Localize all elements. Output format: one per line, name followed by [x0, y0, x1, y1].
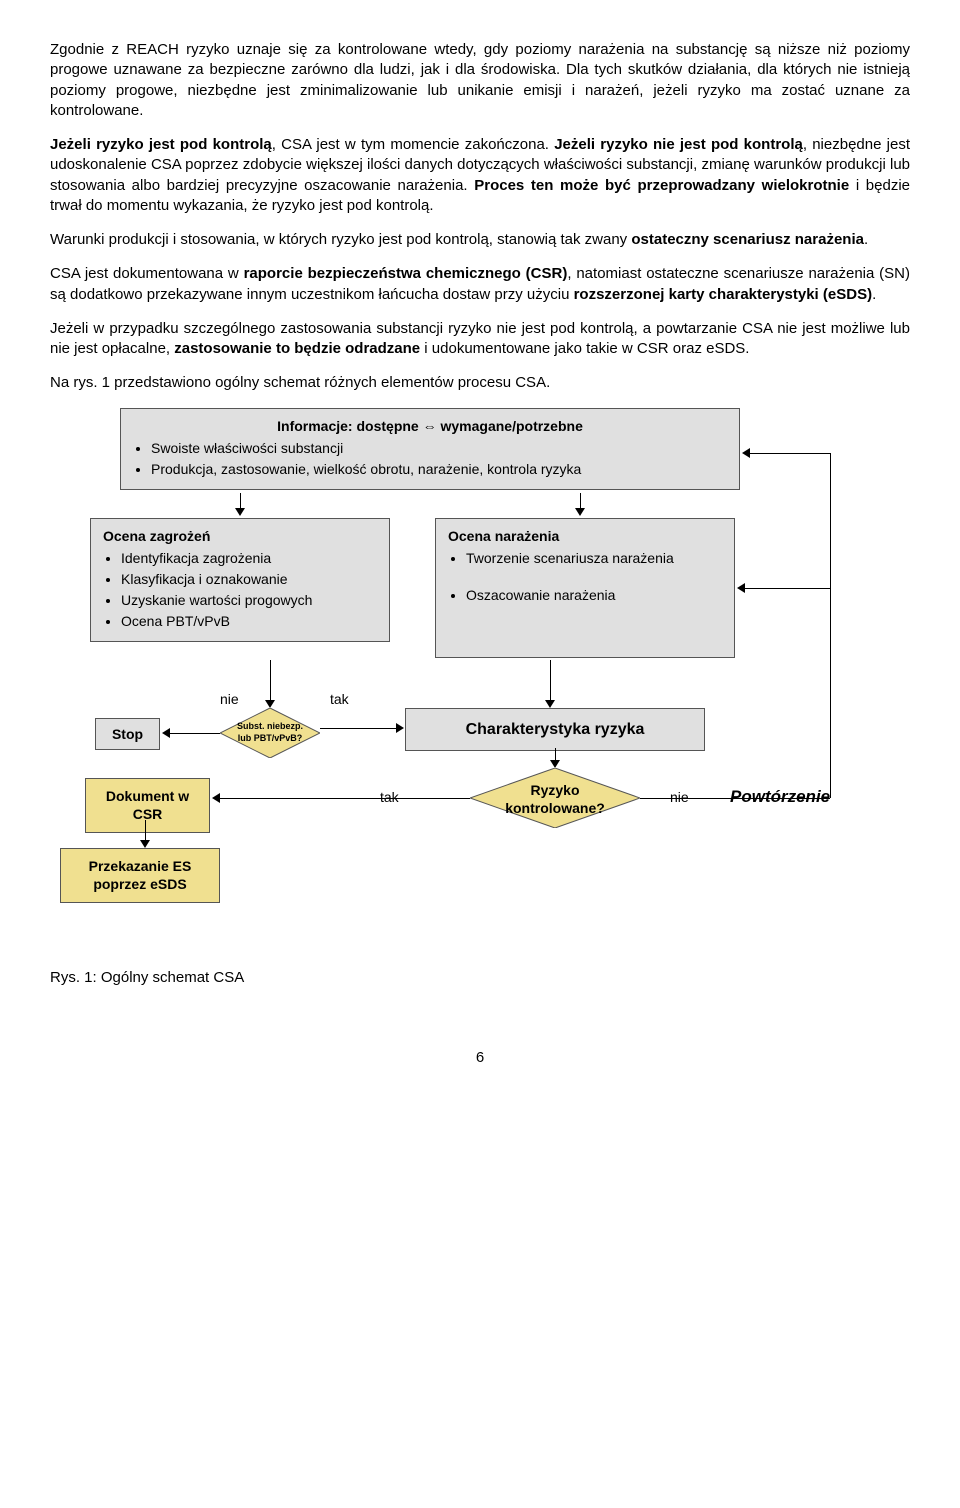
- hazard-item: Klasyfikacja i oznakowanie: [121, 570, 377, 589]
- stop-box: Stop: [95, 718, 160, 751]
- label-nie-1: nie: [220, 690, 239, 709]
- paragraph-6: Na rys. 1 przedstawiono ogólny schemat r…: [50, 373, 910, 393]
- text: Warunki produkcji i stosowania, w któryc…: [50, 231, 631, 248]
- doc-csr-label: Dokument w CSR: [106, 788, 189, 823]
- bold-text: zastosowanie to będzie odradzane: [174, 340, 420, 357]
- bold-text: Jeżeli ryzyko nie jest pod kontrolą: [554, 136, 803, 153]
- csa-diagram: Informacje: dostępne ⇔ wymagane/potrzebn…: [50, 408, 870, 908]
- bold-text: ostateczny scenariusz narażenia: [631, 231, 864, 248]
- paragraph-4: CSA jest dokumentowana w raporcie bezpie…: [50, 264, 910, 305]
- page-number: 6: [50, 1048, 910, 1068]
- esds-box: Przekazanie ES poprzez eSDS: [60, 848, 220, 904]
- exposure-title: Ocena narażenia: [448, 527, 722, 546]
- doc-csr-box: Dokument w CSR: [85, 778, 210, 834]
- risk-char-label: Charakterystyka ryzyka: [466, 721, 645, 738]
- exposure-item: Tworzenie scenariusza narażenia: [466, 549, 722, 568]
- bold-text: rozszerzonej karty charakterystyki (eSDS…: [574, 286, 872, 303]
- text: .: [872, 286, 876, 303]
- text: .: [864, 231, 868, 248]
- text: CSA jest dokumentowana w: [50, 265, 244, 282]
- hazard-item: Uzyskanie wartości progowych: [121, 591, 377, 610]
- info-title: Informacje: dostępne ⇔ wymagane/potrzebn…: [277, 418, 583, 434]
- figure-caption: Rys. 1: Ogólny schemat CSA: [50, 968, 910, 988]
- exposure-box: Ocena narażenia Tworzenie scenariusza na…: [435, 518, 735, 658]
- paragraph-2: Jeżeli ryzyko jest pod kontrolą, CSA jes…: [50, 135, 910, 216]
- exposure-item: Oszacowanie narażenia: [466, 586, 722, 605]
- esds-label: Przekazanie ES poprzez eSDS: [89, 858, 192, 893]
- hazard-item: Identyfikacja zagrożenia: [121, 549, 377, 568]
- hazard-item: Ocena PBT/vPvB: [121, 612, 377, 631]
- text: i udokumentowane jako takie w CSR oraz e…: [420, 340, 749, 357]
- bold-text: Proces ten może być przeprowadzany wielo…: [474, 177, 849, 194]
- paragraph-3: Warunki produkcji i stosowania, w któryc…: [50, 230, 910, 250]
- bold-text: Jeżeli ryzyko jest pod kontrolą: [50, 136, 272, 153]
- info-item: Produkcja, zastosowanie, wielkość obrotu…: [151, 460, 727, 479]
- label-tak-1: tak: [330, 690, 349, 709]
- bold-text: raporcie bezpieczeństwa chemicznego (CSR…: [244, 265, 568, 282]
- paragraph-1: Zgodnie z REACH ryzyko uznaje się za kon…: [50, 40, 910, 121]
- paragraph-5: Jeżeli w przypadku szczególnego zastosow…: [50, 319, 910, 360]
- risk-char-box: Charakterystyka ryzyka: [405, 708, 705, 752]
- hazard-box: Ocena zagrożeń Identyfikacja zagrożenia …: [90, 518, 390, 642]
- stop-label: Stop: [112, 726, 143, 742]
- hazard-title: Ocena zagrożeń: [103, 527, 377, 546]
- info-box: Informacje: dostępne ⇔ wymagane/potrzebn…: [120, 408, 740, 491]
- info-item: Swoiste właściwości substancji: [151, 439, 727, 458]
- text: , CSA jest w tym momencie zakończona.: [272, 136, 554, 153]
